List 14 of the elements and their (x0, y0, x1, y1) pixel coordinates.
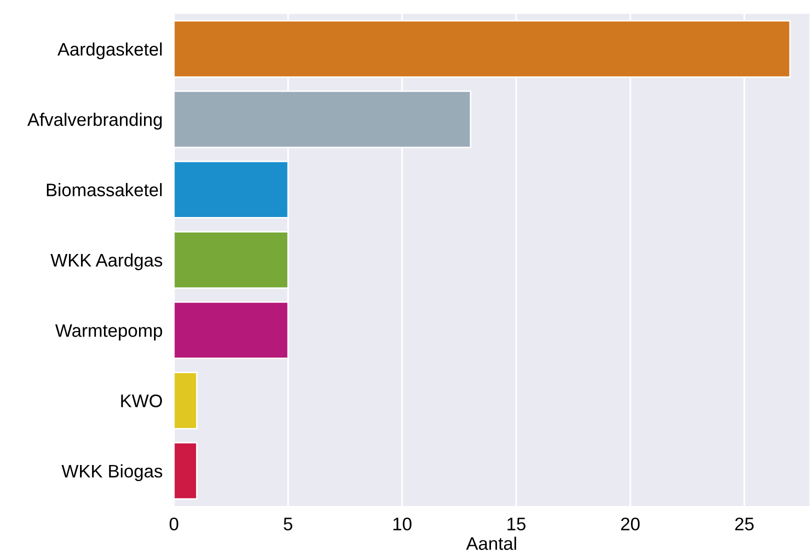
y-tick-label: Afvalverbranding (27, 112, 162, 130)
x-tick-label: 5 (284, 518, 292, 530)
y-tick-label: Aardgasketel (58, 42, 162, 60)
y-tick-label: WKK Aardgas (50, 253, 162, 270)
y-tick-label: WKK Biogas (62, 464, 162, 482)
x-tick-label: 10 (393, 518, 412, 530)
x-axis-title: Aantal (466, 536, 516, 550)
x-tick-label: 0 (170, 518, 178, 530)
y-tick-label: Warmtepomp (55, 324, 162, 341)
x-tick-label: 15 (508, 518, 526, 530)
y-tick-label: Biomassaketel (46, 183, 162, 196)
y-tick-label: KWO (121, 394, 162, 408)
x-tick-label: 20 (621, 518, 640, 530)
x-tick-label: 25 (735, 518, 754, 530)
